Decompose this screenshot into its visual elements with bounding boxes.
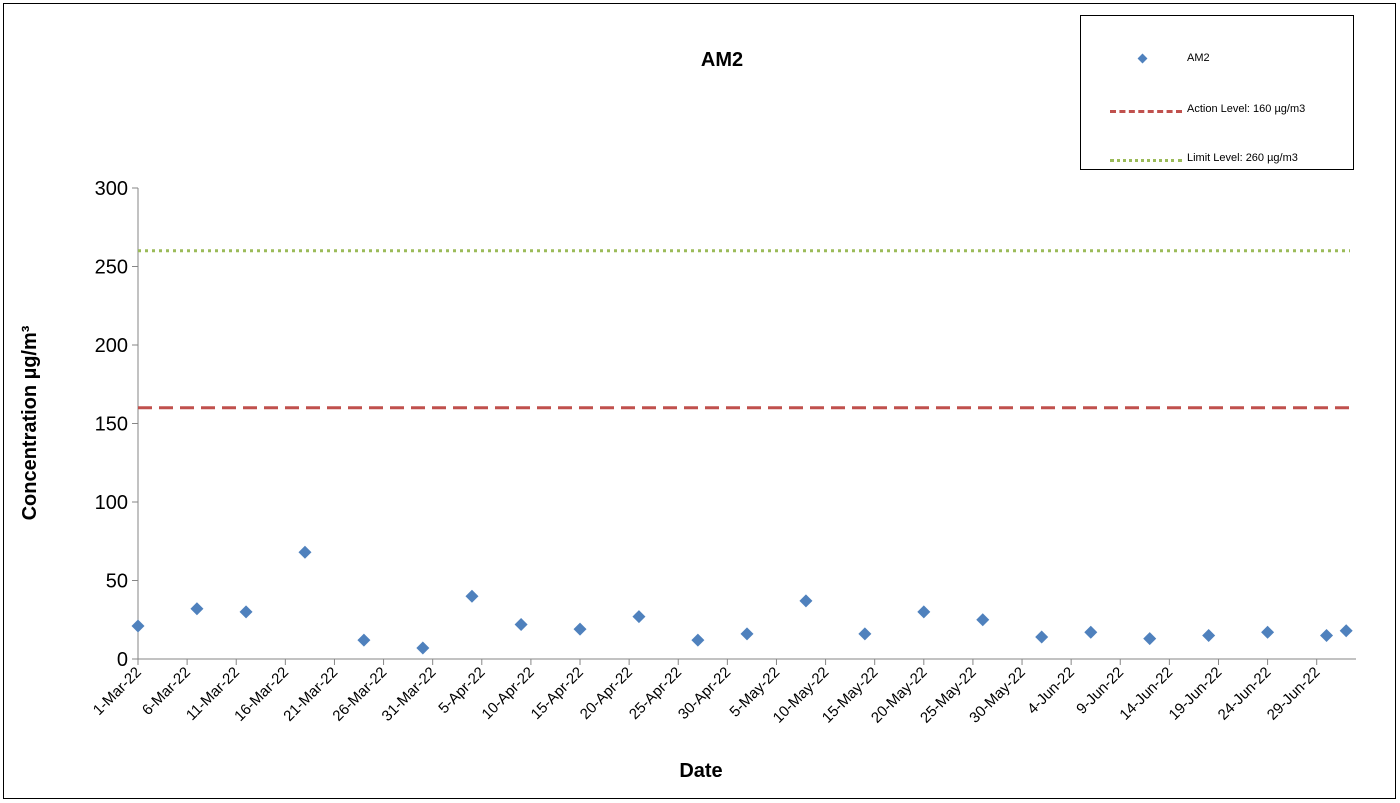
data-point bbox=[632, 610, 645, 623]
data-point bbox=[1084, 626, 1097, 639]
data-point bbox=[1143, 632, 1156, 645]
data-point bbox=[1261, 626, 1274, 639]
data-point bbox=[691, 634, 704, 647]
data-point bbox=[917, 605, 930, 618]
x-tick-label: 10-Apr-22 bbox=[479, 664, 538, 723]
x-tick-label: 20-Apr-22 bbox=[577, 664, 636, 723]
y-axis: 0 50 100 150 200 250 300 bbox=[95, 178, 138, 671]
x-tick-label: 31-Mar-22 bbox=[379, 664, 440, 725]
x-tick-label: 29-Jun-22 bbox=[1264, 664, 1324, 724]
data-point bbox=[1320, 629, 1333, 642]
y-tick-label: 300 bbox=[95, 178, 128, 200]
data-point bbox=[357, 634, 370, 647]
y-tick-label: 200 bbox=[95, 335, 128, 357]
reference-lines bbox=[138, 251, 1350, 408]
data-point bbox=[574, 623, 587, 636]
legend-label-limit-level: Limit Level: 260 µg/m3 bbox=[1187, 152, 1298, 164]
data-point bbox=[976, 613, 989, 626]
x-axis-label: Date bbox=[679, 760, 722, 782]
data-point bbox=[132, 620, 145, 633]
y-tick-label: 0 bbox=[117, 649, 128, 671]
legend-item-am2: AM2 bbox=[1081, 50, 1353, 70]
legend-marker-dotted-line bbox=[1110, 159, 1182, 162]
data-point bbox=[1340, 624, 1353, 637]
data-point bbox=[799, 594, 812, 607]
x-axis: 1-Mar-226-Mar-2211-Mar-2216-Mar-2221-Mar… bbox=[90, 659, 1356, 727]
y-tick-label: 50 bbox=[106, 571, 128, 593]
data-point bbox=[465, 590, 478, 603]
data-point bbox=[416, 642, 429, 655]
legend-marker-diamond bbox=[1138, 54, 1148, 64]
y-axis-label: Concentration µg/m³ bbox=[19, 325, 41, 520]
legend-label-am2: AM2 bbox=[1187, 52, 1210, 64]
data-point bbox=[190, 602, 203, 615]
legend-item-action-level: Action Level: 160 µg/m3 bbox=[1081, 101, 1353, 121]
y-tick-label: 100 bbox=[95, 492, 128, 514]
legend-item-limit-level: Limit Level: 260 µg/m3 bbox=[1081, 150, 1353, 170]
data-point bbox=[240, 605, 253, 618]
legend-label-action-level: Action Level: 160 µg/m3 bbox=[1187, 103, 1305, 115]
data-point bbox=[741, 627, 754, 640]
x-tick-label: 30-Apr-22 bbox=[675, 664, 734, 723]
x-tick-label: 4-Jun-22 bbox=[1024, 664, 1078, 718]
y-tick-label: 250 bbox=[95, 257, 128, 279]
x-tick-label: 15-Apr-22 bbox=[528, 664, 587, 723]
data-point bbox=[298, 546, 311, 559]
chart-title: AM2 bbox=[701, 49, 743, 71]
data-points bbox=[132, 546, 1353, 655]
chart-legend: AM2 Action Level: 160 µg/m3 Limit Level:… bbox=[1080, 15, 1354, 170]
y-tick-label: 150 bbox=[95, 414, 128, 436]
data-point bbox=[515, 618, 528, 631]
data-point bbox=[1035, 631, 1048, 644]
x-tick-label: 25-Apr-22 bbox=[626, 664, 685, 723]
legend-marker-dashed-line bbox=[1110, 110, 1182, 113]
data-point bbox=[1202, 629, 1215, 642]
x-tick-label: 1-Mar-22 bbox=[90, 664, 145, 719]
data-point bbox=[858, 627, 871, 640]
